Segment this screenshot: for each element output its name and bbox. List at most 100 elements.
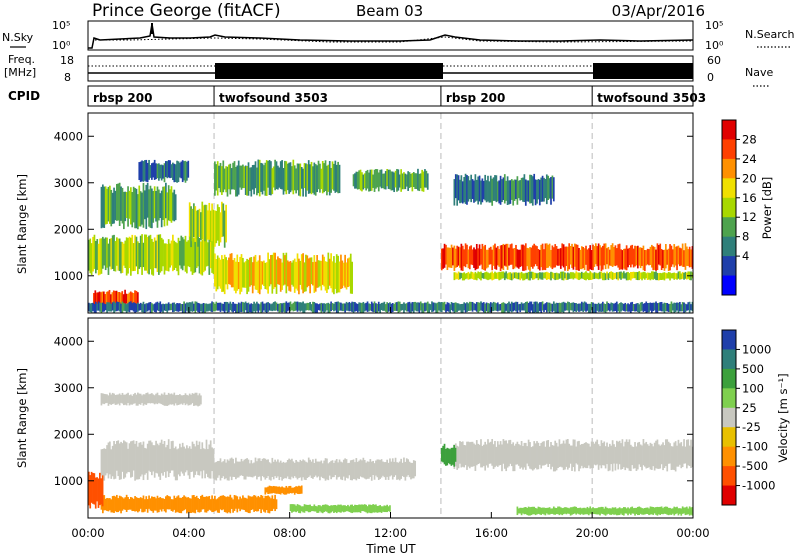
power-colorbar-label: Power [dB] — [760, 177, 774, 240]
scatter-cell — [670, 273, 673, 279]
scatter-cell — [660, 273, 663, 280]
scatter-cell — [223, 496, 226, 513]
scatter-cell — [334, 504, 337, 513]
scatter-cell — [124, 441, 127, 478]
scatter-cell — [625, 272, 628, 281]
scatter-cell — [582, 443, 585, 469]
scatter-cell — [376, 303, 379, 313]
scatter-cell — [236, 304, 239, 313]
scatter-cell — [557, 303, 559, 313]
scatter-cell — [296, 461, 299, 480]
scatter-cell — [523, 174, 526, 203]
scatter-cell — [551, 175, 554, 199]
scatter-cell — [236, 461, 239, 478]
scatter-cell — [254, 303, 257, 313]
scatter-cell — [414, 460, 417, 477]
scatter-cell — [354, 173, 356, 189]
scatter-cell — [470, 245, 473, 265]
scatter-cell — [170, 186, 173, 223]
scatter-cell — [548, 446, 551, 465]
scatter-cell — [153, 159, 156, 180]
scatter-cell — [552, 273, 555, 280]
scatter-cell — [100, 238, 103, 274]
scatter-cell — [489, 441, 492, 464]
scatter-cell — [135, 497, 138, 512]
scatter-cell — [286, 302, 289, 312]
y-tick-label: 1000 — [54, 269, 83, 283]
scatter-cell — [688, 301, 691, 313]
scatter-cell — [603, 272, 606, 281]
scatter-cell — [403, 302, 405, 313]
scatter-cell — [492, 177, 495, 201]
scatter-cell — [592, 302, 594, 313]
scatter-cell — [243, 262, 246, 288]
scatter-cell — [369, 459, 372, 477]
scatter-cell — [459, 441, 461, 464]
scatter-cell — [502, 271, 505, 279]
scatter-cell — [356, 505, 359, 513]
scatter-cell — [137, 392, 139, 406]
scatter-cell — [635, 507, 638, 515]
scatter-cell — [449, 247, 452, 268]
scatter-cell — [495, 446, 498, 466]
scatter-cell — [398, 461, 401, 481]
scatter-cell — [684, 243, 687, 270]
scatter-cell — [107, 442, 110, 479]
scatter-cell — [394, 457, 397, 476]
scatter-cell — [351, 504, 353, 514]
scatter-cell — [568, 443, 571, 468]
scatter-cell — [615, 508, 618, 516]
y-tick-label: 1000 — [54, 474, 83, 488]
scatter-cell — [482, 444, 485, 466]
scatter-cell — [347, 302, 349, 311]
scatter-region-1 — [214, 457, 417, 481]
scatter-cell — [512, 442, 515, 472]
scatter-cell — [639, 302, 642, 312]
scatter-cell — [691, 246, 694, 269]
scatter-cell — [292, 461, 295, 479]
scatter-cell — [299, 486, 302, 494]
scatter-cell — [107, 291, 109, 305]
scatter-cell — [104, 237, 107, 271]
scatter-cell — [105, 291, 108, 305]
scatter-cell — [369, 169, 372, 192]
scatter-cell — [477, 443, 480, 464]
scatter-cell — [165, 496, 167, 513]
scatter-cell — [176, 449, 178, 481]
scatter-cell — [299, 163, 302, 197]
scatter-cell — [520, 441, 523, 468]
scatter-cell — [460, 175, 463, 203]
scatter-cell — [524, 243, 527, 271]
scatter-cell — [671, 446, 674, 470]
colorbar-swatch — [722, 349, 736, 370]
scatter-cell — [141, 444, 143, 475]
scatter-cell — [552, 177, 555, 202]
scatter-cell — [219, 495, 222, 510]
scatter-cell — [328, 303, 331, 313]
scatter-cell — [411, 302, 414, 312]
scatter-cell — [624, 273, 627, 279]
scatter-cell — [265, 487, 268, 493]
scatter-cell — [618, 303, 621, 313]
scatter-cell — [393, 461, 395, 477]
scatter-cell — [468, 246, 471, 270]
scatter-cell — [579, 303, 582, 312]
scatter-cell — [485, 302, 488, 312]
scatter-cell — [478, 175, 481, 202]
scatter-cell — [162, 498, 164, 510]
scatter-cell — [627, 303, 629, 312]
scatter-cell — [106, 445, 108, 474]
scatter-cell — [134, 443, 136, 481]
scatter-cell — [191, 235, 194, 275]
scatter-cell — [536, 246, 538, 267]
scatter-region-0 — [100, 439, 215, 481]
scatter-cell — [106, 237, 108, 268]
colorbar-swatch — [722, 275, 736, 296]
scatter-cell — [488, 273, 491, 280]
scatter-cell — [167, 496, 170, 510]
scatter-cell — [674, 441, 677, 472]
scatter-cell — [686, 506, 688, 515]
scatter-cell — [109, 498, 111, 511]
scatter-cell — [405, 303, 408, 312]
scatter-cell — [330, 253, 332, 289]
